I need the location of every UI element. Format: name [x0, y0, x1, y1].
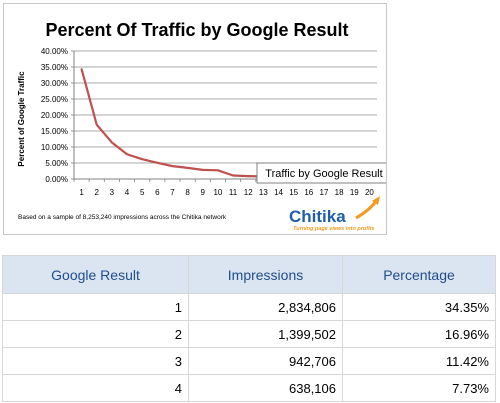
data-point: [80, 68, 83, 70]
x-tick-label: 5: [140, 188, 145, 197]
table-row: 4 638,106 7.73%: [2, 374, 496, 402]
cell-result: 2: [2, 320, 189, 348]
x-tick-label: 20: [365, 188, 374, 197]
x-tick-label: 13: [259, 188, 268, 197]
y-tick-label: 30.00%: [41, 79, 68, 88]
data-point: [217, 169, 219, 172]
header-impressions: Impressions: [188, 255, 343, 294]
data-point: [186, 166, 189, 169]
x-tick-label: 1: [79, 188, 84, 197]
data-point: [171, 165, 174, 168]
data-point: [156, 161, 159, 164]
y-axis-label: Percent of Google Traffic: [17, 71, 26, 167]
data-point: [141, 158, 144, 161]
x-tick-label: 12: [244, 188, 253, 197]
x-tick-label: 14: [274, 188, 283, 197]
cell-percentage: 16.96%: [342, 320, 496, 348]
chart-title: Percent Of Traffic by Google Result: [45, 20, 348, 40]
table-row: 2 1,399,502 16.96%: [2, 320, 496, 348]
data-point: [95, 123, 98, 126]
x-tick-label: 3: [110, 188, 115, 197]
cell-impressions: 2,834,806: [188, 293, 343, 321]
cell-result: 4: [2, 374, 189, 402]
traffic-tooltip: Traffic by Google Result: [256, 162, 386, 184]
y-tick-label: 5.00%: [45, 159, 68, 168]
brand-swoosh-icon: [355, 199, 379, 220]
x-tick-label: 15: [289, 188, 298, 197]
chart-footnote: Based on a sample of 8,253,240 impressio…: [18, 214, 227, 221]
x-tick-label: 9: [201, 188, 206, 197]
y-tick-label: 25.00%: [41, 95, 68, 104]
cell-result: 3: [2, 347, 189, 375]
table-header-row: Google Result Impressions Percentage: [2, 255, 496, 294]
x-tick-label: 18: [335, 188, 344, 197]
x-tick-label: 16: [304, 188, 313, 197]
x-tick-label: 8: [185, 188, 190, 197]
x-tick-label: 2: [94, 188, 99, 197]
brand-tagline: Turning page views into profits: [293, 226, 375, 232]
cell-result: 1: [2, 293, 189, 321]
cell-percentage: 34.35%: [342, 293, 496, 321]
x-tick-label: 7: [170, 188, 175, 197]
data-point: [110, 141, 113, 144]
series-line: [80, 68, 370, 180]
cell-percentage: 11.42%: [342, 347, 496, 375]
table-row: 3 942,706 11.42%: [2, 347, 496, 375]
header-google-result: Google Result: [2, 255, 189, 294]
data-point: [126, 153, 128, 156]
y-tick-label: 10.00%: [41, 143, 68, 152]
y-tick-label: 0.00%: [45, 175, 68, 184]
x-tick-label: 10: [213, 188, 222, 197]
cell-impressions: 638,106: [188, 374, 343, 402]
data-point: [247, 175, 250, 178]
table-row: 1 2,834,806 34.35%: [2, 293, 496, 321]
traffic-table: Google Result Impressions Percentage 1 2…: [2, 255, 496, 402]
x-tick-label: 17: [320, 188, 329, 197]
data-point: [232, 174, 234, 177]
x-tick-label: 19: [350, 188, 359, 197]
cell-percentage: 7.73%: [342, 374, 496, 402]
cell-impressions: 1,399,502: [188, 320, 343, 348]
data-point: [201, 168, 204, 171]
x-tick-label: 4: [125, 188, 130, 197]
y-tick-label: 15.00%: [41, 127, 68, 136]
y-tick-label: 20.00%: [41, 111, 68, 120]
brand-name: Chitika: [289, 207, 346, 226]
x-tick-label: 11: [229, 188, 238, 197]
chitika-logo: Chitika Turning page views into profits: [289, 196, 380, 232]
tooltip-label: Traffic by Google Result: [265, 168, 382, 180]
cell-impressions: 942,706: [188, 347, 343, 375]
traffic-line-chart: Percent Of Traffic by Google Result Perc…: [17, 20, 386, 232]
chart-frame: Percent Of Traffic by Google Result Perc…: [3, 3, 387, 235]
y-tick-label: 40.00%: [41, 47, 68, 56]
header-percentage: Percentage: [342, 255, 496, 294]
brand-arrow-icon: [372, 196, 380, 205]
x-tick-label: 6: [155, 188, 160, 197]
tooltip-box: [256, 162, 386, 184]
y-tick-label: 35.00%: [41, 63, 68, 72]
